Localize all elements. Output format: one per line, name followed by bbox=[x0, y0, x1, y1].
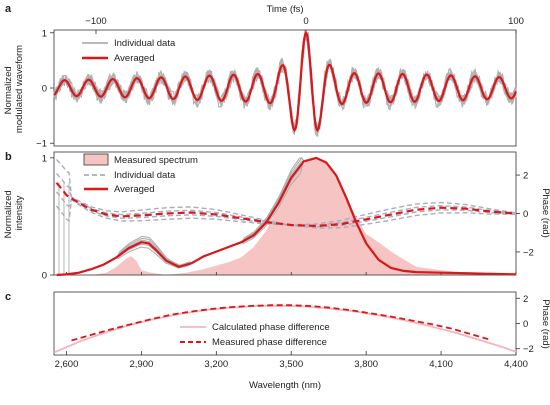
panel-c-xtick-label: 4,100 bbox=[429, 359, 453, 370]
panel-a-legend: Individual data Averaged bbox=[82, 38, 176, 64]
panel-b-individual-phase-line bbox=[55, 191, 517, 226]
panel-c-xtick-label: 2,900 bbox=[130, 359, 154, 370]
panel-a-xlabel: Time (fs) bbox=[266, 4, 303, 15]
panel-c-y2tick-label: −2 bbox=[523, 344, 534, 355]
panel-a-ytick-label: −1 bbox=[36, 139, 47, 150]
panel-a-averaged-line bbox=[53, 30, 518, 133]
legend-label-averaged-b: Averaged bbox=[114, 184, 155, 195]
panel-b-y2tick-label: 2 bbox=[523, 171, 528, 182]
panel-b-individual-phase-line bbox=[55, 172, 517, 228]
panel-a: Time (fs) Normalized modulated waveform … bbox=[3, 4, 524, 150]
panel-c-y2tick-label: 0 bbox=[523, 319, 528, 330]
panel-c-y2tick-label: 2 bbox=[523, 294, 528, 305]
panel-b-y2label: Phase (rad) bbox=[540, 188, 550, 238]
panel-c-y2label: Phase (rad) bbox=[540, 299, 550, 349]
panel-b-individual-phase-line bbox=[55, 198, 517, 226]
panel-c-xlabel: Wavelength (nm) bbox=[249, 380, 321, 391]
panel-c: Phase (rad) Wavelength (nm) 2,600 2,900 3,… bbox=[53, 291, 550, 391]
panel-c-xtick-label: 3,800 bbox=[354, 359, 378, 370]
panel-a-ylabel-line1: Normalized bbox=[3, 66, 14, 114]
panel-b-ylabel: Normalized intensity bbox=[3, 188, 25, 239]
panel-a-xtick-label: 0 bbox=[303, 16, 308, 27]
panel-a-ytick-label: 1 bbox=[42, 28, 47, 39]
legend-label-averaged: Averaged bbox=[114, 53, 155, 64]
legend-label-individual-b: Individual data bbox=[114, 170, 176, 181]
panel-a-ytick-label: 0 bbox=[42, 84, 47, 95]
panel-b-y2tick-label: −2 bbox=[523, 247, 534, 258]
panel-c-calculated-phase-line bbox=[53, 304, 517, 354]
legend-label-individual: Individual data bbox=[114, 38, 176, 49]
panel-b-ytick-label: 0 bbox=[42, 271, 47, 282]
panel-b-legend: Measured spectrum Individual data Averag… bbox=[83, 153, 198, 195]
legend-label-measured: Measured phase difference bbox=[212, 337, 327, 348]
panel-b-averaged-intensity-line bbox=[56, 156, 517, 277]
panel-a-xtick-label: 100 bbox=[508, 16, 524, 27]
panel-c-legend: Calculated phase difference Measured pha… bbox=[180, 322, 330, 348]
panel-a-ylabel: Normalized modulated waveform bbox=[3, 45, 25, 133]
panel-c-xtick-label: 3,200 bbox=[204, 359, 228, 370]
panel-b-ylabel-line2: intensity bbox=[14, 195, 25, 230]
panel-c-xtick-label: 3,500 bbox=[279, 359, 303, 370]
panel-a-xtick-label: −100 bbox=[85, 16, 106, 27]
legend-label-calculated: Calculated phase difference bbox=[212, 322, 330, 333]
panel-letter-c: c bbox=[5, 291, 11, 303]
panel-c-xtick-label: 2,600 bbox=[55, 359, 79, 370]
panel-a-ylabel-line2: modulated waveform bbox=[14, 45, 25, 133]
panel-b: Normalized intensity Phase (rad) 0120−2 … bbox=[3, 151, 550, 282]
panel-b-ytick-label: 1 bbox=[42, 153, 47, 164]
panel-letter-a: a bbox=[5, 3, 12, 15]
panel-b-ylabel-line1: Normalized bbox=[3, 190, 14, 238]
panel-c-measured-phase-line bbox=[71, 304, 492, 342]
panel-b-measured-spectrum-area bbox=[54, 157, 516, 275]
panel-b-y2tick-label: 0 bbox=[523, 209, 528, 220]
panel-c-xtick-label: 4,400 bbox=[504, 359, 528, 370]
panel-letter-b: b bbox=[5, 151, 12, 163]
panel-b-individual-phase-line bbox=[55, 159, 516, 229]
legend-label-measured-spectrum: Measured spectrum bbox=[114, 155, 198, 166]
legend-swatch-measured-spectrum bbox=[83, 153, 109, 166]
